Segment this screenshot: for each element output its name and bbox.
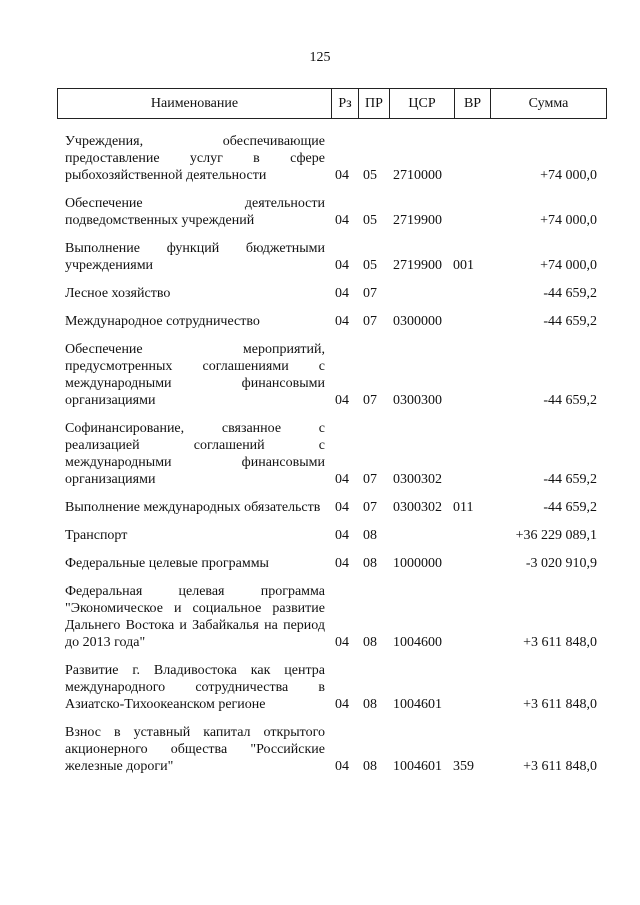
cell-csr: 1000000 [393,556,442,571]
table-row: Лесное хозяйство 04 07 -44 659,2 [65,285,597,302]
cell-pr: 05 [363,258,377,273]
cell-pr: 08 [363,697,377,712]
header-rz: Рз [332,89,359,118]
cell-pr: 07 [363,500,377,515]
cell-rz: 04 [335,472,349,487]
cell-rz: 04 [335,635,349,650]
table-row: Обеспечение мероприятий, предусмотренных… [65,341,597,409]
cell-sum: -44 659,2 [543,393,597,408]
table-row: Софинансирование, связанное с реализацие… [65,420,597,488]
cell-sum: +36 229 089,1 [515,528,597,543]
cell-name: Транспорт [65,528,128,543]
cell-name: Взнос в уставный капитал открытого акцио… [65,725,325,774]
table-row: Обеспечение деятельности подведомственны… [65,195,597,229]
cell-pr: 08 [363,528,377,543]
cell-name: Выполнение функций бюджетными учреждения… [65,241,325,273]
cell-name: Федеральные целевые программы [65,556,269,571]
cell-pr: 05 [363,213,377,228]
table-row: Транспорт 04 08 +36 229 089,1 [65,527,597,544]
cell-csr: 2719900 [393,213,442,228]
header-vr: ВР [455,89,491,118]
table-header: Наименование Рз ПР ЦСР ВР Сумма [57,88,607,119]
cell-rz: 04 [335,314,349,329]
cell-sum: +74 000,0 [540,258,597,273]
cell-sum: +74 000,0 [540,213,597,228]
table-row: Взнос в уставный капитал открытого акцио… [65,724,597,775]
cell-csr: 2710000 [393,168,442,183]
cell-pr: 08 [363,635,377,650]
cell-sum: +3 611 848,0 [523,697,597,712]
cell-pr: 07 [363,393,377,408]
cell-pr: 07 [363,472,377,487]
header-sum: Сумма [528,95,569,111]
cell-rz: 04 [335,393,349,408]
cell-name: Выполнение международных обязательств [65,500,321,515]
cell-rz: 04 [335,528,349,543]
cell-pr: 05 [363,168,377,183]
table-row: Развитие г. Владивостока как центра межд… [65,662,597,713]
cell-pr: 08 [363,759,377,774]
header-csr: ЦСР [390,89,455,118]
table-row: Выполнение международных обязательств 04 0… [65,499,597,516]
cell-name: Лесное хозяйство [65,286,171,301]
cell-sum: -44 659,2 [543,472,597,487]
cell-sum: -44 659,2 [543,286,597,301]
cell-csr: 0300302 [393,472,442,487]
cell-sum: -3 020 910,9 [525,556,597,571]
cell-pr: 07 [363,314,377,329]
table-row: Выполнение функций бюджетными учреждения… [65,240,597,274]
cell-vr: 359 [453,759,474,774]
cell-csr: 1004601 [393,759,442,774]
cell-sum: +74 000,0 [540,168,597,183]
cell-name: Международное сотрудничество [65,314,260,329]
cell-name: Обеспечение мероприятий, предусмотренных… [65,342,325,408]
cell-sum: +3 611 848,0 [523,759,597,774]
cell-sum: -44 659,2 [543,500,597,515]
cell-name: Федеральная целевая программа "Экономиче… [65,584,325,650]
table-row: Федеральные целевые программы 04 08 1000000… [65,555,597,572]
cell-rz: 04 [335,556,349,571]
cell-sum: -44 659,2 [543,314,597,329]
table-row: Учреждения, обеспечивающие предоставлени… [65,133,597,184]
cell-rz: 04 [335,168,349,183]
cell-pr: 08 [363,556,377,571]
cell-csr: 0300302 [393,500,442,515]
cell-vr: 011 [453,500,474,515]
cell-csr: 2719900 [393,258,442,273]
cell-pr: 07 [363,286,377,301]
cell-csr: 1004600 [393,635,442,650]
header-name: Наименование [58,89,332,118]
table-body: Учреждения, обеспечивающие предоставлени… [65,133,597,786]
cell-sum: +3 611 848,0 [523,635,597,650]
cell-csr: 0300000 [393,314,442,329]
cell-vr: 001 [453,258,474,273]
page-number: 125 [309,50,331,65]
cell-name: Развитие г. Владивостока как центра межд… [65,663,325,712]
table-row: Международное сотрудничество 04 07 0300000 -… [65,313,597,330]
cell-rz: 04 [335,258,349,273]
cell-rz: 04 [335,286,349,301]
header-pr: ПР [359,89,390,118]
cell-rz: 04 [335,697,349,712]
cell-rz: 04 [335,213,349,228]
table-row: Федеральная целевая программа "Экономиче… [65,583,597,651]
cell-csr: 0300300 [393,393,442,408]
cell-name: Учреждения, обеспечивающие предоставлени… [65,134,325,183]
cell-csr: 1004601 [393,697,442,712]
cell-rz: 04 [335,759,349,774]
cell-name: Софинансирование, связанное с реализацие… [65,421,325,487]
cell-rz: 04 [335,500,349,515]
cell-name: Обеспечение деятельности подведомственны… [65,196,325,228]
